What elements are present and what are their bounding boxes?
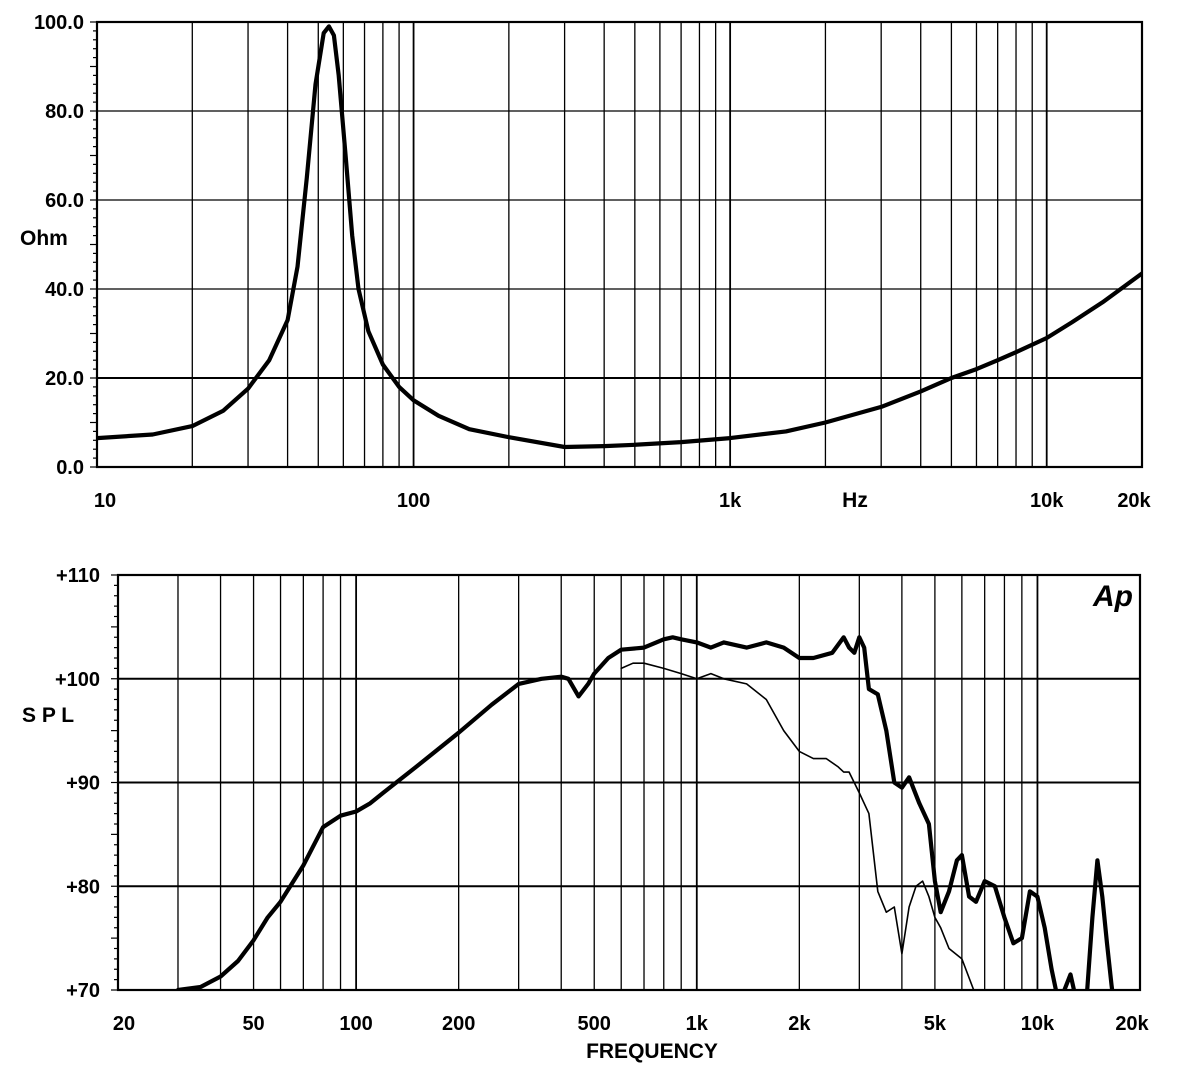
y-tick-label: 0.0: [56, 457, 84, 479]
y-tick-label: 80.0: [45, 101, 84, 123]
x-tick-label: 2k: [788, 1013, 811, 1035]
x-tick-label: 100: [339, 1013, 372, 1035]
spl-ticks: [111, 574, 118, 991]
impedance-series: [97, 24, 1142, 450]
x-tick-label: 50: [242, 1013, 264, 1035]
y-tick-label: 100.0: [34, 12, 84, 34]
x-tick-label: 20: [113, 1013, 135, 1035]
y-tick-label: +70: [66, 980, 100, 1002]
spl-grid: [116, 573, 1142, 992]
spl-thin-series-line: [620, 662, 975, 990]
y-tick-label: +110: [56, 565, 100, 587]
x-tick-label: 200: [442, 1013, 475, 1035]
y-tick-label: 60.0: [45, 190, 84, 212]
x-tick-label: 10k: [1030, 490, 1064, 512]
y-tick-label: +80: [66, 876, 100, 898]
x-tick-label: 100: [397, 490, 430, 512]
x-tick-label: 1k: [719, 490, 742, 512]
impedance-ticks: [90, 21, 97, 468]
x-tick-label: 20k: [1117, 490, 1151, 512]
spl-thick-series-line: [175, 635, 1115, 990]
spl-series: [175, 635, 1115, 990]
spl-chart: 20 50 100 200 500 1k 2k 5k 10k 20k +70 +80 +90 +100 +1…: [22, 565, 1150, 1063]
impedance-series-line: [97, 24, 1142, 450]
x-tick-label: 500: [578, 1013, 611, 1035]
y-tick-label: 40.0: [45, 279, 84, 301]
impedance-x-axis-label: Hz: [842, 489, 868, 512]
spl-tick-labels: 20 50 100 200 500 1k 2k 5k 10k 20k +70 +80 +90 +100 +1…: [55, 565, 1150, 1035]
spl-x-axis-label: FREQUENCY: [586, 1040, 718, 1063]
impedance-y-axis-label: Ohm: [20, 227, 68, 250]
y-tick-label: +100: [55, 669, 100, 691]
x-tick-label: 10k: [1021, 1013, 1055, 1035]
y-tick-label: 20.0: [45, 368, 84, 390]
x-tick-label: 5k: [924, 1013, 947, 1035]
spl-y-axis-label: S P L: [22, 704, 74, 727]
impedance-grid: [95, 20, 1144, 469]
ap-logo: Ap: [1092, 580, 1133, 613]
plot-frame: [95, 20, 1144, 469]
x-tick-label: 10: [94, 490, 116, 512]
y-tick-label: +90: [66, 773, 100, 795]
x-tick-label: 1k: [686, 1013, 709, 1035]
impedance-tick-labels: 10 100 1k 10k 20k 0.0 20.0 40.0 60.0 80.0 100.0: [34, 12, 1152, 512]
impedance-chart: 10 100 1k 10k 20k 0.0 20.0 40.0 60.0 80.0 100.0 Oh…: [20, 12, 1152, 512]
x-tick-label: 20k: [1115, 1013, 1149, 1035]
